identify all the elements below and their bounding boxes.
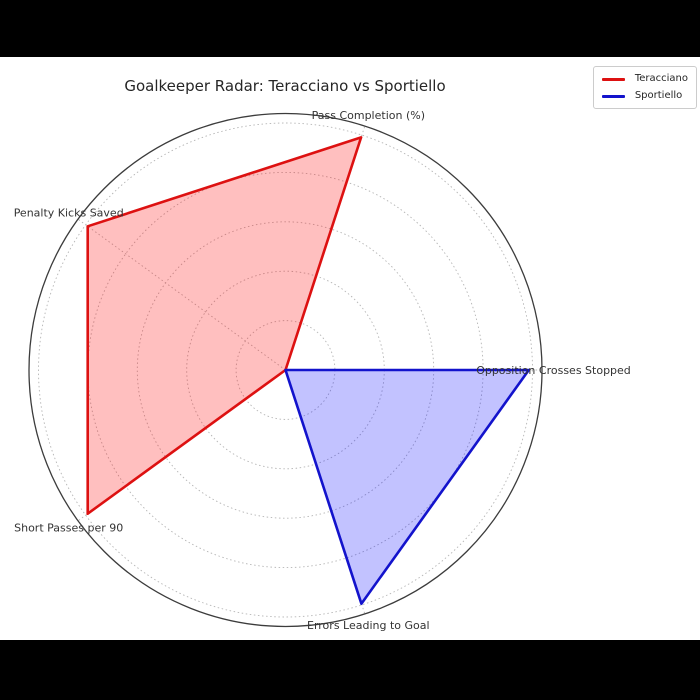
letterbox-bottom xyxy=(0,640,700,700)
figure-canvas: Goalkeeper Radar: Teracciano vs Sportiel… xyxy=(0,57,700,640)
axis-label: Short Passes per 90 xyxy=(14,521,123,534)
axis-label: Penalty Kicks Saved xyxy=(14,206,124,219)
sportiello-series-polygon xyxy=(284,368,531,606)
teracciano-series-polygon xyxy=(86,136,363,516)
letterbox-top xyxy=(0,0,700,57)
axis-spoke xyxy=(77,218,286,371)
legend-item-sportiello: Sportiello xyxy=(601,90,688,102)
legend-swatch-teracciano xyxy=(601,77,625,81)
axis-label: Opposition Crosses Stopped xyxy=(476,364,631,377)
legend-label-sportiello: Sportiello xyxy=(634,90,683,101)
polar-outline xyxy=(28,112,543,628)
legend: Teracciano Sportiello xyxy=(592,66,697,109)
legend-item-teracciano: Teracciano xyxy=(601,73,688,85)
legend-label-teracciano: Teracciano xyxy=(634,73,688,84)
axis-label: Pass Completion (%) xyxy=(312,109,425,122)
chart-title: Goalkeeper Radar: Teracciano vs Sportiel… xyxy=(124,77,446,95)
legend-swatch-sportiello xyxy=(601,94,625,98)
axis-label: Errors Leading to Goal xyxy=(307,619,430,632)
radar-chart: Opposition Crosses Stopped Pass Completio… xyxy=(14,109,631,632)
